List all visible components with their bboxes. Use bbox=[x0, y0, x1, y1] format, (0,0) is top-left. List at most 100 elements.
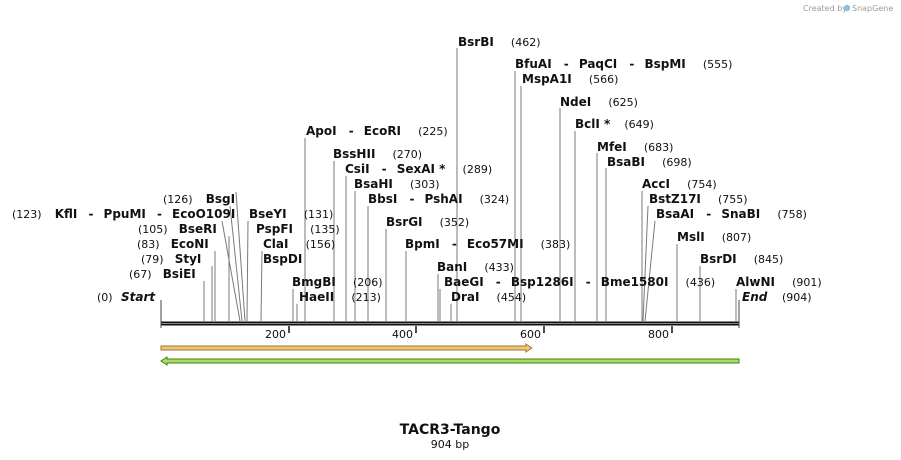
enzyme-separator: - bbox=[157, 207, 162, 221]
site-ecoNi[interactable]: (83) EcoNI bbox=[137, 233, 209, 252]
enzyme-name[interactable]: Bsp1286I bbox=[511, 275, 574, 289]
site-position: (698) bbox=[662, 156, 692, 169]
site-bpmi[interactable]: BpmI - Eco57MI (383) bbox=[405, 233, 570, 252]
site-bbsi[interactable]: BbsI - PshAI (324) bbox=[368, 188, 509, 207]
enzyme-name[interactable]: BsrBI bbox=[458, 35, 494, 49]
enzyme-name[interactable]: MspA1I bbox=[522, 72, 572, 86]
enzyme-name[interactable]: BseYI bbox=[249, 207, 287, 221]
enzyme-name[interactable]: ClaI bbox=[263, 237, 288, 251]
site-position: (566) bbox=[589, 73, 619, 86]
enzyme-name[interactable]: BbsI bbox=[368, 192, 397, 206]
enzyme-name[interactable]: EcoRI bbox=[364, 124, 401, 138]
enzyme-name[interactable]: StyI bbox=[175, 252, 202, 266]
site-bfuai[interactable]: BfuAI - PaqCI - BspMI (555) bbox=[515, 53, 732, 72]
enzyme-name[interactable]: BsiEI bbox=[163, 267, 196, 281]
site-position: (131) bbox=[304, 208, 334, 221]
enzyme-name[interactable]: BfuAI bbox=[515, 57, 552, 71]
enzyme-name[interactable]: BanI bbox=[437, 260, 467, 274]
enzyme-name[interactable]: BstZ17I bbox=[649, 192, 701, 206]
enzyme-name[interactable]: MslI bbox=[677, 230, 705, 244]
enzyme-name[interactable]: BspDI bbox=[263, 252, 302, 266]
site-ndei[interactable]: NdeI (625) bbox=[560, 91, 638, 110]
feature-orange-arrow[interactable] bbox=[160, 343, 533, 353]
leader-bstz17i bbox=[642, 205, 649, 322]
enzyme-name[interactable]: EcoNI bbox=[171, 237, 209, 251]
leader-pspfi bbox=[246, 220, 249, 322]
feature-green-arrow[interactable] bbox=[160, 356, 740, 366]
enzyme-name[interactable]: NdeI bbox=[560, 95, 591, 109]
enzyme-name[interactable]: Bme1580I bbox=[601, 275, 669, 289]
enzyme-name[interactable]: BaeGI bbox=[444, 275, 484, 289]
site-bsrgi[interactable]: BsrGI (352) bbox=[386, 211, 469, 230]
site-haeii[interactable]: HaeII (213) bbox=[299, 286, 381, 305]
enzyme-name[interactable]: DraI bbox=[451, 290, 479, 304]
site-bseyi[interactable]: BseYI (131) bbox=[249, 203, 333, 222]
site-bsrbi[interactable]: BsrBI (462) bbox=[458, 31, 541, 50]
site-position: (758) bbox=[777, 208, 807, 221]
site-position: (845) bbox=[754, 253, 784, 266]
site-bsabi[interactable]: BsaBI (698) bbox=[607, 151, 692, 170]
site-mspa1i[interactable]: MspA1I (566) bbox=[522, 68, 618, 87]
site-pspfi[interactable]: PspFI (135) bbox=[256, 218, 340, 237]
site-bseri[interactable]: (105) BseRI bbox=[138, 218, 217, 237]
site-bcli[interactable]: BclI * (649) bbox=[575, 113, 654, 132]
feature-green[interactable] bbox=[160, 356, 740, 366]
site-position: (126) bbox=[163, 193, 193, 206]
site-drai[interactable]: DraI (454) bbox=[451, 286, 526, 305]
site-bsrdi[interactable]: BsrDI (845) bbox=[700, 248, 783, 267]
enzyme-name[interactable]: PspFI bbox=[256, 222, 293, 236]
enzyme-name[interactable]: BsgI bbox=[206, 192, 235, 206]
enzyme-name[interactable]: ApoI bbox=[306, 124, 337, 138]
enzyme-name[interactable]: AccI bbox=[642, 177, 670, 191]
enzyme-name[interactable]: SexAI * bbox=[397, 162, 446, 176]
enzyme-name[interactable]: PaqCI bbox=[579, 57, 617, 71]
snapgene-logo-icon bbox=[843, 4, 851, 12]
enzyme-name[interactable]: HaeII bbox=[299, 290, 334, 304]
site-bsgi[interactable]: (126) BsgI bbox=[163, 188, 235, 207]
site-baegi[interactable]: BaeGI - Bsp1286I - Bme1580I (436) bbox=[444, 271, 715, 290]
site-bsaai[interactable]: BsaAI - SnaBI (758) bbox=[656, 203, 807, 222]
enzyme-name[interactable]: BseRI bbox=[179, 222, 217, 236]
site-clai[interactable]: ClaI (156) bbox=[263, 233, 335, 252]
enzyme-name[interactable]: MfeI bbox=[597, 140, 627, 154]
enzyme-name[interactable]: BpmI bbox=[405, 237, 440, 251]
enzyme-name[interactable]: PpuMI bbox=[104, 207, 146, 221]
site-bsiei[interactable]: (67) BsiEI bbox=[129, 263, 196, 282]
site-styi[interactable]: (79) StyI bbox=[141, 248, 201, 267]
enzyme-name[interactable]: BsaBI bbox=[607, 155, 645, 169]
enzyme-name[interactable]: EcoO109I bbox=[172, 207, 235, 221]
site-bsahi[interactable]: BsaHI (303) bbox=[354, 173, 440, 192]
enzyme-name[interactable]: Eco57MI bbox=[467, 237, 524, 251]
enzyme-name[interactable]: BsrGI bbox=[386, 215, 423, 229]
site-bmgbi[interactable]: BmgBI (206) bbox=[292, 271, 383, 290]
enzyme-name[interactable]: AlwNI bbox=[736, 275, 775, 289]
site-bspdi[interactable]: BspDI bbox=[263, 252, 302, 266]
leader-bsaai bbox=[644, 220, 656, 322]
site-csii[interactable]: CsiI - SexAI * (289) bbox=[345, 158, 492, 177]
site-kfli[interactable]: (123) KflI - PpuMI - EcoO109I bbox=[12, 203, 235, 222]
site-acci[interactable]: AccI (754) bbox=[642, 173, 717, 192]
site-apoi[interactable]: ApoI - EcoRI (225) bbox=[306, 120, 448, 139]
enzyme-name[interactable]: BsrDI bbox=[700, 252, 737, 266]
site-position: (462) bbox=[511, 36, 541, 49]
site-mfei[interactable]: MfeI (683) bbox=[597, 136, 673, 155]
site-bani[interactable]: BanI (433) bbox=[437, 256, 514, 275]
site-msli[interactable]: MslI (807) bbox=[677, 226, 751, 245]
enzyme-name[interactable]: KflI bbox=[55, 207, 78, 221]
enzyme-name[interactable]: BspMI bbox=[644, 57, 685, 71]
site-position: (270) bbox=[393, 148, 423, 161]
enzyme-name[interactable]: BclI * bbox=[575, 117, 611, 131]
enzyme-name[interactable]: BssHII bbox=[333, 147, 375, 161]
enzyme-name[interactable]: PshAI bbox=[425, 192, 463, 206]
site-bstz17i[interactable]: BstZ17I (755) bbox=[649, 188, 748, 207]
enzyme-name[interactable]: BsaAI bbox=[656, 207, 694, 221]
feature-orange[interactable] bbox=[160, 343, 533, 353]
site-position: (755) bbox=[718, 193, 748, 206]
enzyme-name[interactable]: BsaHI bbox=[354, 177, 393, 191]
site-alwni[interactable]: AlwNI (901) bbox=[736, 271, 822, 290]
enzyme-name[interactable]: SnaBI bbox=[721, 207, 760, 221]
enzyme-name[interactable]: CsiI bbox=[345, 162, 370, 176]
enzyme-separator: - bbox=[349, 124, 354, 138]
site-bsshii[interactable]: BssHII (270) bbox=[333, 143, 422, 162]
enzyme-name[interactable]: BmgBI bbox=[292, 275, 336, 289]
